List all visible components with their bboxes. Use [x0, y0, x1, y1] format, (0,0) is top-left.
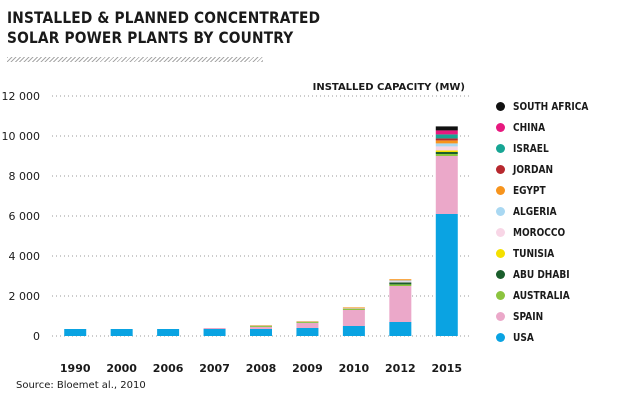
title-divider: [7, 57, 263, 62]
bar-segment: [296, 322, 319, 323]
legend-swatch: [496, 270, 505, 279]
bar-segment: [296, 321, 319, 323]
y-tick-label: 6 000: [9, 210, 41, 223]
bar-segment: [389, 279, 412, 281]
x-tick-label: 2006: [153, 362, 184, 375]
legend-swatch: [496, 207, 505, 216]
legend-item: AUSTRALIA: [496, 285, 620, 306]
chart-title: INSTALLED & PLANNED CONCENTRATED SOLAR P…: [7, 8, 320, 48]
y-tick-label: 12 000: [2, 90, 41, 103]
bar-segment: [296, 328, 319, 336]
x-tick-label: 2007: [199, 362, 230, 375]
bar-segment: [389, 280, 412, 282]
legend-label: SPAIN: [513, 310, 544, 323]
x-tick-label: 1990: [60, 362, 91, 375]
legend-item: EGYPT: [496, 180, 620, 201]
bar-segment: [110, 329, 133, 336]
x-tick-label: 2012: [385, 362, 416, 375]
y-tick-label: 8 000: [9, 170, 41, 183]
x-tick-label: 2008: [246, 362, 277, 375]
bar-segment: [435, 214, 458, 336]
bar-segment: [389, 284, 412, 286]
legend-swatch: [496, 123, 505, 132]
bar-segment: [342, 307, 365, 309]
legend-label: AUSTRALIA: [513, 289, 570, 302]
bar-segment: [389, 286, 412, 322]
bar-segment: [296, 323, 319, 328]
bar-segment: [435, 126, 458, 131]
legend-item: ABU DHABI: [496, 264, 620, 285]
legend-label: SOUTH AFRICA: [513, 100, 589, 113]
legend-label: TUNISIA: [513, 247, 555, 260]
legend-swatch: [496, 312, 505, 321]
legend-item: USA: [496, 327, 620, 348]
bar-segment: [64, 329, 87, 336]
legend-swatch: [496, 249, 505, 258]
legend-swatch: [496, 165, 505, 174]
bar-segment: [250, 325, 272, 326]
bar-segment: [296, 321, 319, 322]
legend-item: JORDAN: [496, 159, 620, 180]
y-tick-label: 0: [33, 330, 40, 343]
bar-segment: [435, 130, 458, 135]
x-tick-label: 2000: [106, 362, 137, 375]
legend-item: SOUTH AFRICA: [496, 96, 620, 117]
legend-swatch: [496, 291, 505, 300]
x-tick-label: 2015: [431, 362, 462, 375]
source-note: Source: Bloemet al., 2010: [16, 380, 146, 391]
chart-title-line-1: INSTALLED & PLANNED CONCENTRATED: [7, 8, 321, 27]
legend-label: EGYPT: [513, 184, 546, 197]
bar-segment: [435, 146, 458, 151]
legend-swatch: [496, 144, 505, 153]
y-tick-label: 2 000: [9, 290, 41, 303]
bar-segment: [435, 150, 458, 152]
legend-swatch: [496, 228, 505, 237]
bar-segment: [389, 282, 412, 285]
bar-segment: [157, 329, 180, 336]
legend-label: USA: [513, 331, 534, 344]
bar-segment: [342, 326, 365, 336]
bar-segment: [250, 325, 272, 327]
bar-segment: [342, 309, 365, 310]
bar-segment: [435, 154, 458, 156]
legend-label: CHINA: [513, 121, 546, 134]
legend-item: SPAIN: [496, 306, 620, 327]
legend-swatch: [496, 186, 505, 195]
bar-segment: [203, 328, 226, 329]
bar-segment: [250, 329, 272, 336]
legend-item: ISRAEL: [496, 138, 620, 159]
x-tick-label: 2010: [339, 362, 370, 375]
legend-swatch: [496, 102, 505, 111]
chart-legend: SOUTH AFRICA CHINA ISRAEL JORDAN EGYPT ALGERI…: [496, 96, 620, 348]
y-tick-label: 10 000: [2, 130, 41, 143]
bar-segment: [389, 322, 412, 336]
y-tick-label: 4 000: [9, 250, 41, 263]
bar-segment: [203, 329, 226, 336]
bar-segment: [435, 140, 458, 144]
bar-segment: [435, 152, 458, 154]
legend-item: CHINA: [496, 117, 620, 138]
x-tick-label: 2009: [292, 362, 323, 375]
bar-segment: [342, 310, 365, 326]
y-axis-label: INSTALLED CAPACITY (MW): [313, 82, 465, 93]
legend-item: ALGERIA: [496, 201, 620, 222]
legend-item: TUNISIA: [496, 243, 620, 264]
legend-item: MOROCCO: [496, 222, 620, 243]
bar-segment: [435, 134, 458, 139]
bar-segment: [250, 326, 272, 327]
bar-segment: [435, 138, 458, 141]
legend-label: ABU DHABI: [513, 268, 570, 281]
bar-segment: [435, 143, 458, 147]
bar-segment: [250, 327, 272, 329]
bar-segment: [342, 308, 365, 309]
legend-label: JORDAN: [513, 163, 553, 176]
legend-swatch: [496, 333, 505, 342]
legend-label: MOROCCO: [513, 226, 566, 239]
bar-segment: [435, 156, 458, 214]
legend-label: ALGERIA: [513, 205, 557, 218]
bar-segment: [389, 281, 412, 283]
chart-title-line-2: SOLAR POWER PLANTS BY COUNTRY: [7, 28, 294, 47]
legend-label: ISRAEL: [513, 142, 549, 155]
